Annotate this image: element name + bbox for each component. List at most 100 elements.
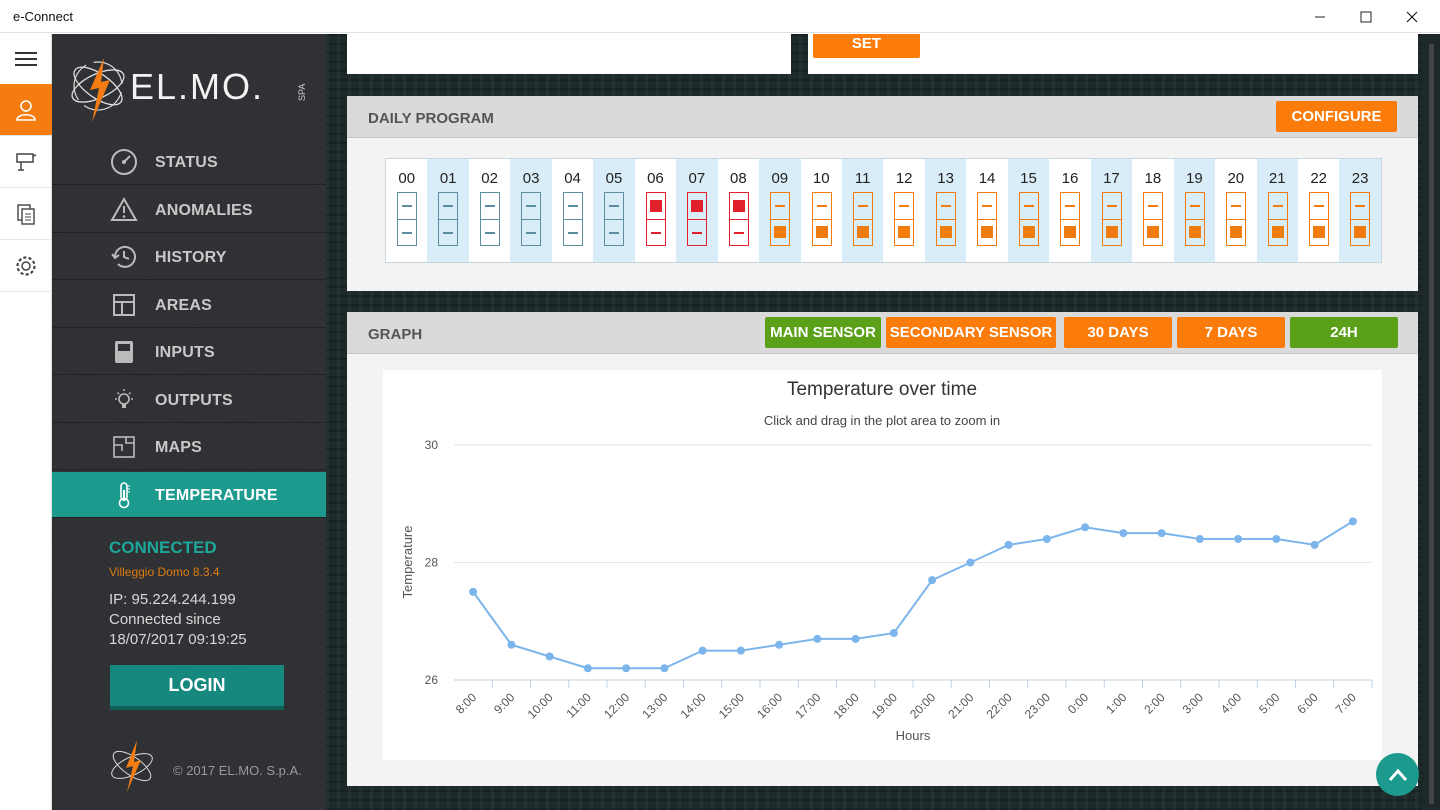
program-slot-low[interactable]	[811, 192, 832, 246]
program-slot-high[interactable]	[687, 192, 708, 246]
close-icon	[1406, 11, 1418, 22]
close-button[interactable]	[1389, 0, 1435, 33]
login-button[interactable]: LOGIN	[110, 665, 284, 710]
hour-cell[interactable]: 16	[1049, 159, 1090, 262]
hour-cell[interactable]: 02	[469, 159, 510, 262]
hour-cell[interactable]: 20	[1215, 159, 1256, 262]
hour-cell[interactable]: 04	[552, 159, 593, 262]
nav-item-temperature[interactable]: TEMPERATURE	[52, 471, 334, 518]
hour-cell[interactable]: 19	[1173, 159, 1216, 262]
hour-cell[interactable]: 22	[1298, 159, 1339, 262]
graph-button-main-sensor[interactable]: MAIN SENSOR	[765, 317, 881, 348]
x-tick-label: 4:00	[1218, 690, 1245, 717]
temperature-chart[interactable]: Temperature over time Click and drag in t…	[383, 370, 1382, 760]
rail-documents-button[interactable]	[0, 188, 52, 240]
hour-label: 17	[1103, 170, 1120, 187]
rail-settings-button[interactable]	[0, 240, 52, 292]
program-slot-off[interactable]	[438, 192, 459, 246]
program-slot-low[interactable]	[894, 192, 915, 246]
nav-item-label: ANOMALIES	[155, 201, 253, 219]
hour-cell[interactable]: 12	[883, 159, 924, 262]
maximize-button[interactable]	[1343, 0, 1389, 33]
program-slot-low[interactable]	[977, 192, 998, 246]
hour-cell[interactable]: 23	[1339, 159, 1381, 262]
nav-item-label: STATUS	[155, 154, 218, 171]
x-tick-label: 15:00	[716, 690, 747, 721]
hour-cell[interactable]: 08	[718, 159, 759, 262]
hour-cell[interactable]: 09	[759, 159, 801, 262]
hour-cell[interactable]: 18	[1132, 159, 1173, 262]
hour-cell[interactable]: 05	[593, 159, 635, 262]
rail-camera-button[interactable]	[0, 136, 52, 188]
program-slot-low[interactable]	[1226, 192, 1247, 246]
configure-button[interactable]: CONFIGURE	[1276, 101, 1397, 132]
nav-item-inputs[interactable]: INPUTS	[52, 329, 326, 375]
graph-button-24h[interactable]: 24H	[1290, 317, 1398, 348]
program-slot-high[interactable]	[728, 192, 749, 246]
warning-icon	[110, 196, 138, 224]
hour-label: 01	[439, 170, 457, 187]
program-slot-high[interactable]	[645, 192, 666, 246]
y-tick-label: 26	[425, 673, 439, 687]
x-tick-label: 22:00	[984, 690, 1015, 721]
hour-cell[interactable]: 17	[1090, 159, 1133, 262]
program-slot-low[interactable]	[852, 192, 873, 246]
hour-cell[interactable]: 06	[635, 159, 676, 262]
x-tick-label: 18:00	[831, 690, 862, 721]
hour-label: 19	[1185, 170, 1203, 187]
data-point	[851, 634, 860, 643]
program-slot-low[interactable]	[1060, 192, 1081, 246]
minimize-button[interactable]	[1297, 0, 1343, 33]
graph-button-7-days[interactable]: 7 DAYS	[1177, 317, 1285, 348]
hour-cell[interactable]: 07	[676, 159, 718, 262]
footer-logo	[108, 738, 158, 794]
program-slot-off[interactable]	[604, 192, 625, 246]
nav-item-maps[interactable]: MAPS	[52, 424, 326, 470]
hour-cell[interactable]: 11	[841, 159, 884, 262]
graph-button-30-days[interactable]: 30 DAYS	[1064, 317, 1172, 348]
hour-cell[interactable]: 03	[510, 159, 552, 262]
program-slot-low[interactable]	[1308, 192, 1329, 246]
program-slot-off[interactable]	[521, 192, 542, 246]
nav-item-status[interactable]: STATUS	[52, 139, 326, 185]
nav-item-areas[interactable]: AREAS	[52, 282, 326, 328]
graph-button-secondary-sensor[interactable]: SECONDARY SENSOR	[886, 317, 1056, 348]
hamburger-menu-button[interactable]	[0, 34, 52, 84]
graph-header: GRAPH MAIN SENSOR SECONDARY SENSOR 30 DAYS…	[347, 312, 1418, 354]
program-slot-low[interactable]	[1018, 192, 1039, 246]
copyright: © 2017 EL.MO. S.p.A.	[173, 763, 302, 778]
hour-label: 11	[854, 170, 871, 187]
set-button[interactable]: SET	[813, 34, 920, 58]
hour-cell[interactable]: 21	[1256, 159, 1298, 262]
hour-cell[interactable]: 15	[1007, 159, 1050, 262]
rail-user-button[interactable]	[0, 84, 52, 136]
program-slot-low[interactable]	[1101, 192, 1122, 246]
minimize-icon	[1315, 16, 1325, 17]
hour-cell[interactable]: 00	[386, 159, 427, 262]
nav-item-outputs[interactable]: OUTPUTS	[52, 377, 326, 423]
program-slot-low[interactable]	[770, 192, 791, 246]
hour-cell[interactable]: 10	[801, 159, 842, 262]
program-slot-low[interactable]	[1350, 192, 1371, 246]
scroll-to-top-button[interactable]	[1376, 753, 1419, 796]
scroll-thumb[interactable]	[1429, 44, 1434, 804]
program-slot-low[interactable]	[1143, 192, 1164, 246]
program-slot-low[interactable]	[1184, 192, 1205, 246]
program-slot-low[interactable]	[935, 192, 956, 246]
hour-label: 10	[812, 170, 830, 187]
hour-label: 23	[1351, 170, 1369, 187]
hour-cell[interactable]: 01	[427, 159, 469, 262]
program-slot-off[interactable]	[479, 192, 500, 246]
program-slot-off[interactable]	[562, 192, 583, 246]
x-tick-label: 17:00	[792, 690, 823, 721]
x-tick-label: 20:00	[907, 690, 938, 721]
scrollbar[interactable]	[1422, 34, 1440, 810]
data-point	[1119, 529, 1128, 538]
program-slot-off[interactable]	[397, 192, 417, 246]
program-slot-low[interactable]	[1267, 192, 1288, 246]
nav-item-anomalies[interactable]: ANOMALIES	[52, 187, 326, 233]
hour-cell[interactable]: 14	[966, 159, 1007, 262]
hour-cell[interactable]: 13	[924, 159, 967, 262]
nav-item-history[interactable]: HISTORY	[52, 234, 326, 280]
x-tick-label: 10:00	[525, 690, 556, 721]
